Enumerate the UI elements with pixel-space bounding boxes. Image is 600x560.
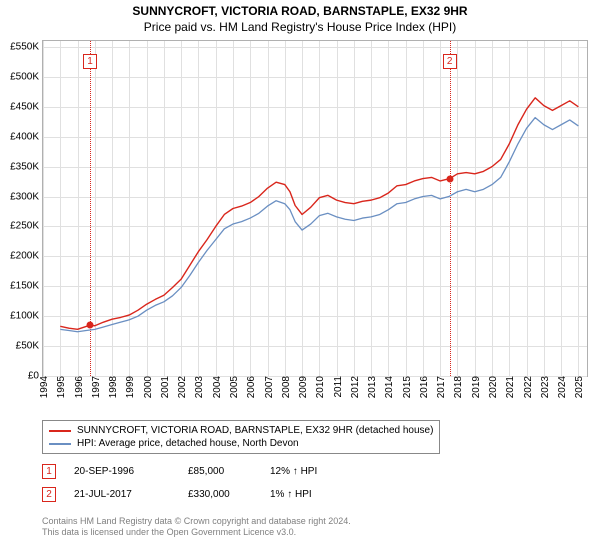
transaction-date: 20-SEP-1996: [74, 466, 170, 477]
y-tick-label: £300K: [10, 191, 39, 202]
y-tick-label: £350K: [10, 161, 39, 172]
x-tick-label: 2023: [537, 376, 551, 398]
transaction-hpi: 12% ↑ HPI: [270, 466, 317, 477]
y-tick-label: £50K: [16, 341, 39, 352]
transaction-price: £85,000: [188, 466, 252, 477]
transaction-tag: 1: [42, 464, 56, 479]
x-tick-label: 2004: [209, 376, 223, 398]
marker-tag: 1: [83, 54, 97, 69]
transaction-tag: 2: [42, 487, 56, 502]
x-tick-label: 2015: [399, 376, 413, 398]
x-tick-label: 2019: [468, 376, 482, 398]
y-tick-label: £500K: [10, 71, 39, 82]
transaction-row: 1 20-SEP-1996 £85,000 12% ↑ HPI: [42, 462, 317, 485]
chart-plot-area: £0£50K£100K£150K£200K£250K£300K£350K£400…: [42, 40, 588, 377]
x-tick-label: 2017: [433, 376, 447, 398]
x-tick-label: 2025: [571, 376, 585, 398]
footnote-line: Contains HM Land Registry data © Crown c…: [42, 516, 351, 527]
x-tick-label: 2016: [416, 376, 430, 398]
x-tick-label: 2020: [485, 376, 499, 398]
x-tick-label: 2018: [450, 376, 464, 398]
legend-swatch: [49, 443, 71, 445]
chart-title: SUNNYCROFT, VICTORIA ROAD, BARNSTAPLE, E…: [0, 0, 600, 18]
y-tick-label: £200K: [10, 251, 39, 262]
x-tick-label: 2003: [191, 376, 205, 398]
y-tick-label: £550K: [10, 41, 39, 52]
series-line: [60, 118, 578, 332]
x-tick-label: 2024: [554, 376, 568, 398]
x-tick-label: 1995: [53, 376, 67, 398]
y-tick-label: £100K: [10, 311, 39, 322]
legend-label: SUNNYCROFT, VICTORIA ROAD, BARNSTAPLE, E…: [77, 425, 433, 436]
y-tick-label: £450K: [10, 101, 39, 112]
x-tick-label: 2010: [312, 376, 326, 398]
y-tick-label: £400K: [10, 131, 39, 142]
x-tick-label: 2007: [261, 376, 275, 398]
x-tick-label: 2013: [364, 376, 378, 398]
marker-tag: 2: [443, 54, 457, 69]
x-tick-label: 2002: [174, 376, 188, 398]
x-tick-label: 2014: [381, 376, 395, 398]
x-tick-label: 2011: [330, 376, 344, 398]
transaction-hpi: 1% ↑ HPI: [270, 489, 312, 500]
x-tick-label: 2012: [347, 376, 361, 398]
series-svg: [43, 41, 587, 376]
transaction-list: 1 20-SEP-1996 £85,000 12% ↑ HPI 2 21-JUL-2017…: [42, 462, 317, 508]
x-tick-label: 1997: [88, 376, 102, 398]
y-tick-label: £150K: [10, 281, 39, 292]
x-tick-label: 2022: [520, 376, 534, 398]
x-tick-label: 1998: [105, 376, 119, 398]
x-tick-label: 1994: [36, 376, 50, 398]
marker-dot: [86, 322, 93, 329]
transaction-row: 2 21-JUL-2017 £330,000 1% ↑ HPI: [42, 485, 317, 508]
x-tick-label: 2006: [243, 376, 257, 398]
y-tick-label: £250K: [10, 221, 39, 232]
marker-dot: [446, 175, 453, 182]
x-tick-label: 2008: [278, 376, 292, 398]
legend-swatch: [49, 430, 71, 432]
transaction-price: £330,000: [188, 489, 252, 500]
legend-item: HPI: Average price, detached house, Nort…: [49, 437, 433, 450]
footnote-line: This data is licensed under the Open Gov…: [42, 527, 351, 538]
legend-item: SUNNYCROFT, VICTORIA ROAD, BARNSTAPLE, E…: [49, 424, 433, 437]
chart-legend: SUNNYCROFT, VICTORIA ROAD, BARNSTAPLE, E…: [42, 420, 440, 454]
footnote: Contains HM Land Registry data © Crown c…: [42, 516, 351, 539]
chart-subtitle: Price paid vs. HM Land Registry's House …: [0, 18, 600, 34]
transaction-date: 21-JUL-2017: [74, 489, 170, 500]
x-tick-label: 1999: [122, 376, 136, 398]
x-tick-label: 1996: [71, 376, 85, 398]
legend-label: HPI: Average price, detached house, Nort…: [77, 438, 299, 449]
x-tick-label: 2001: [157, 376, 171, 398]
x-tick-label: 2000: [140, 376, 154, 398]
x-tick-label: 2005: [226, 376, 240, 398]
x-tick-label: 2009: [295, 376, 309, 398]
x-tick-label: 2021: [502, 376, 516, 398]
series-line: [60, 98, 578, 330]
